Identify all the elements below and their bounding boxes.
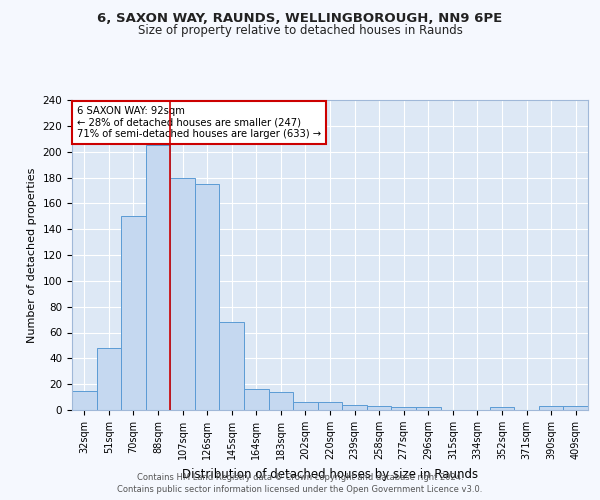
Bar [318, 402, 342, 410]
Text: Size of property relative to detached houses in Raunds: Size of property relative to detached ho… [137, 24, 463, 37]
Bar [563, 406, 588, 410]
Bar [195, 184, 220, 410]
Bar [293, 402, 318, 410]
Y-axis label: Number of detached properties: Number of detached properties [27, 168, 37, 342]
Bar [146, 145, 170, 410]
Bar [170, 178, 195, 410]
Text: 6, SAXON WAY, RAUNDS, WELLINGBOROUGH, NN9 6PE: 6, SAXON WAY, RAUNDS, WELLINGBOROUGH, NN… [97, 12, 503, 26]
Bar [97, 348, 121, 410]
Bar [416, 408, 440, 410]
Bar [220, 322, 244, 410]
Bar [342, 405, 367, 410]
Bar [367, 406, 391, 410]
Bar [244, 390, 269, 410]
Text: 6 SAXON WAY: 92sqm
← 28% of detached houses are smaller (247)
71% of semi-detach: 6 SAXON WAY: 92sqm ← 28% of detached hou… [77, 106, 321, 140]
Text: Contains HM Land Registry data © Crown copyright and database right 2024.: Contains HM Land Registry data © Crown c… [137, 472, 463, 482]
Bar [72, 390, 97, 410]
Text: Contains public sector information licensed under the Open Government Licence v3: Contains public sector information licen… [118, 485, 482, 494]
Bar [391, 408, 416, 410]
Bar [539, 406, 563, 410]
Bar [121, 216, 146, 410]
Bar [490, 408, 514, 410]
Bar [269, 392, 293, 410]
X-axis label: Distribution of detached houses by size in Raunds: Distribution of detached houses by size … [182, 468, 478, 480]
